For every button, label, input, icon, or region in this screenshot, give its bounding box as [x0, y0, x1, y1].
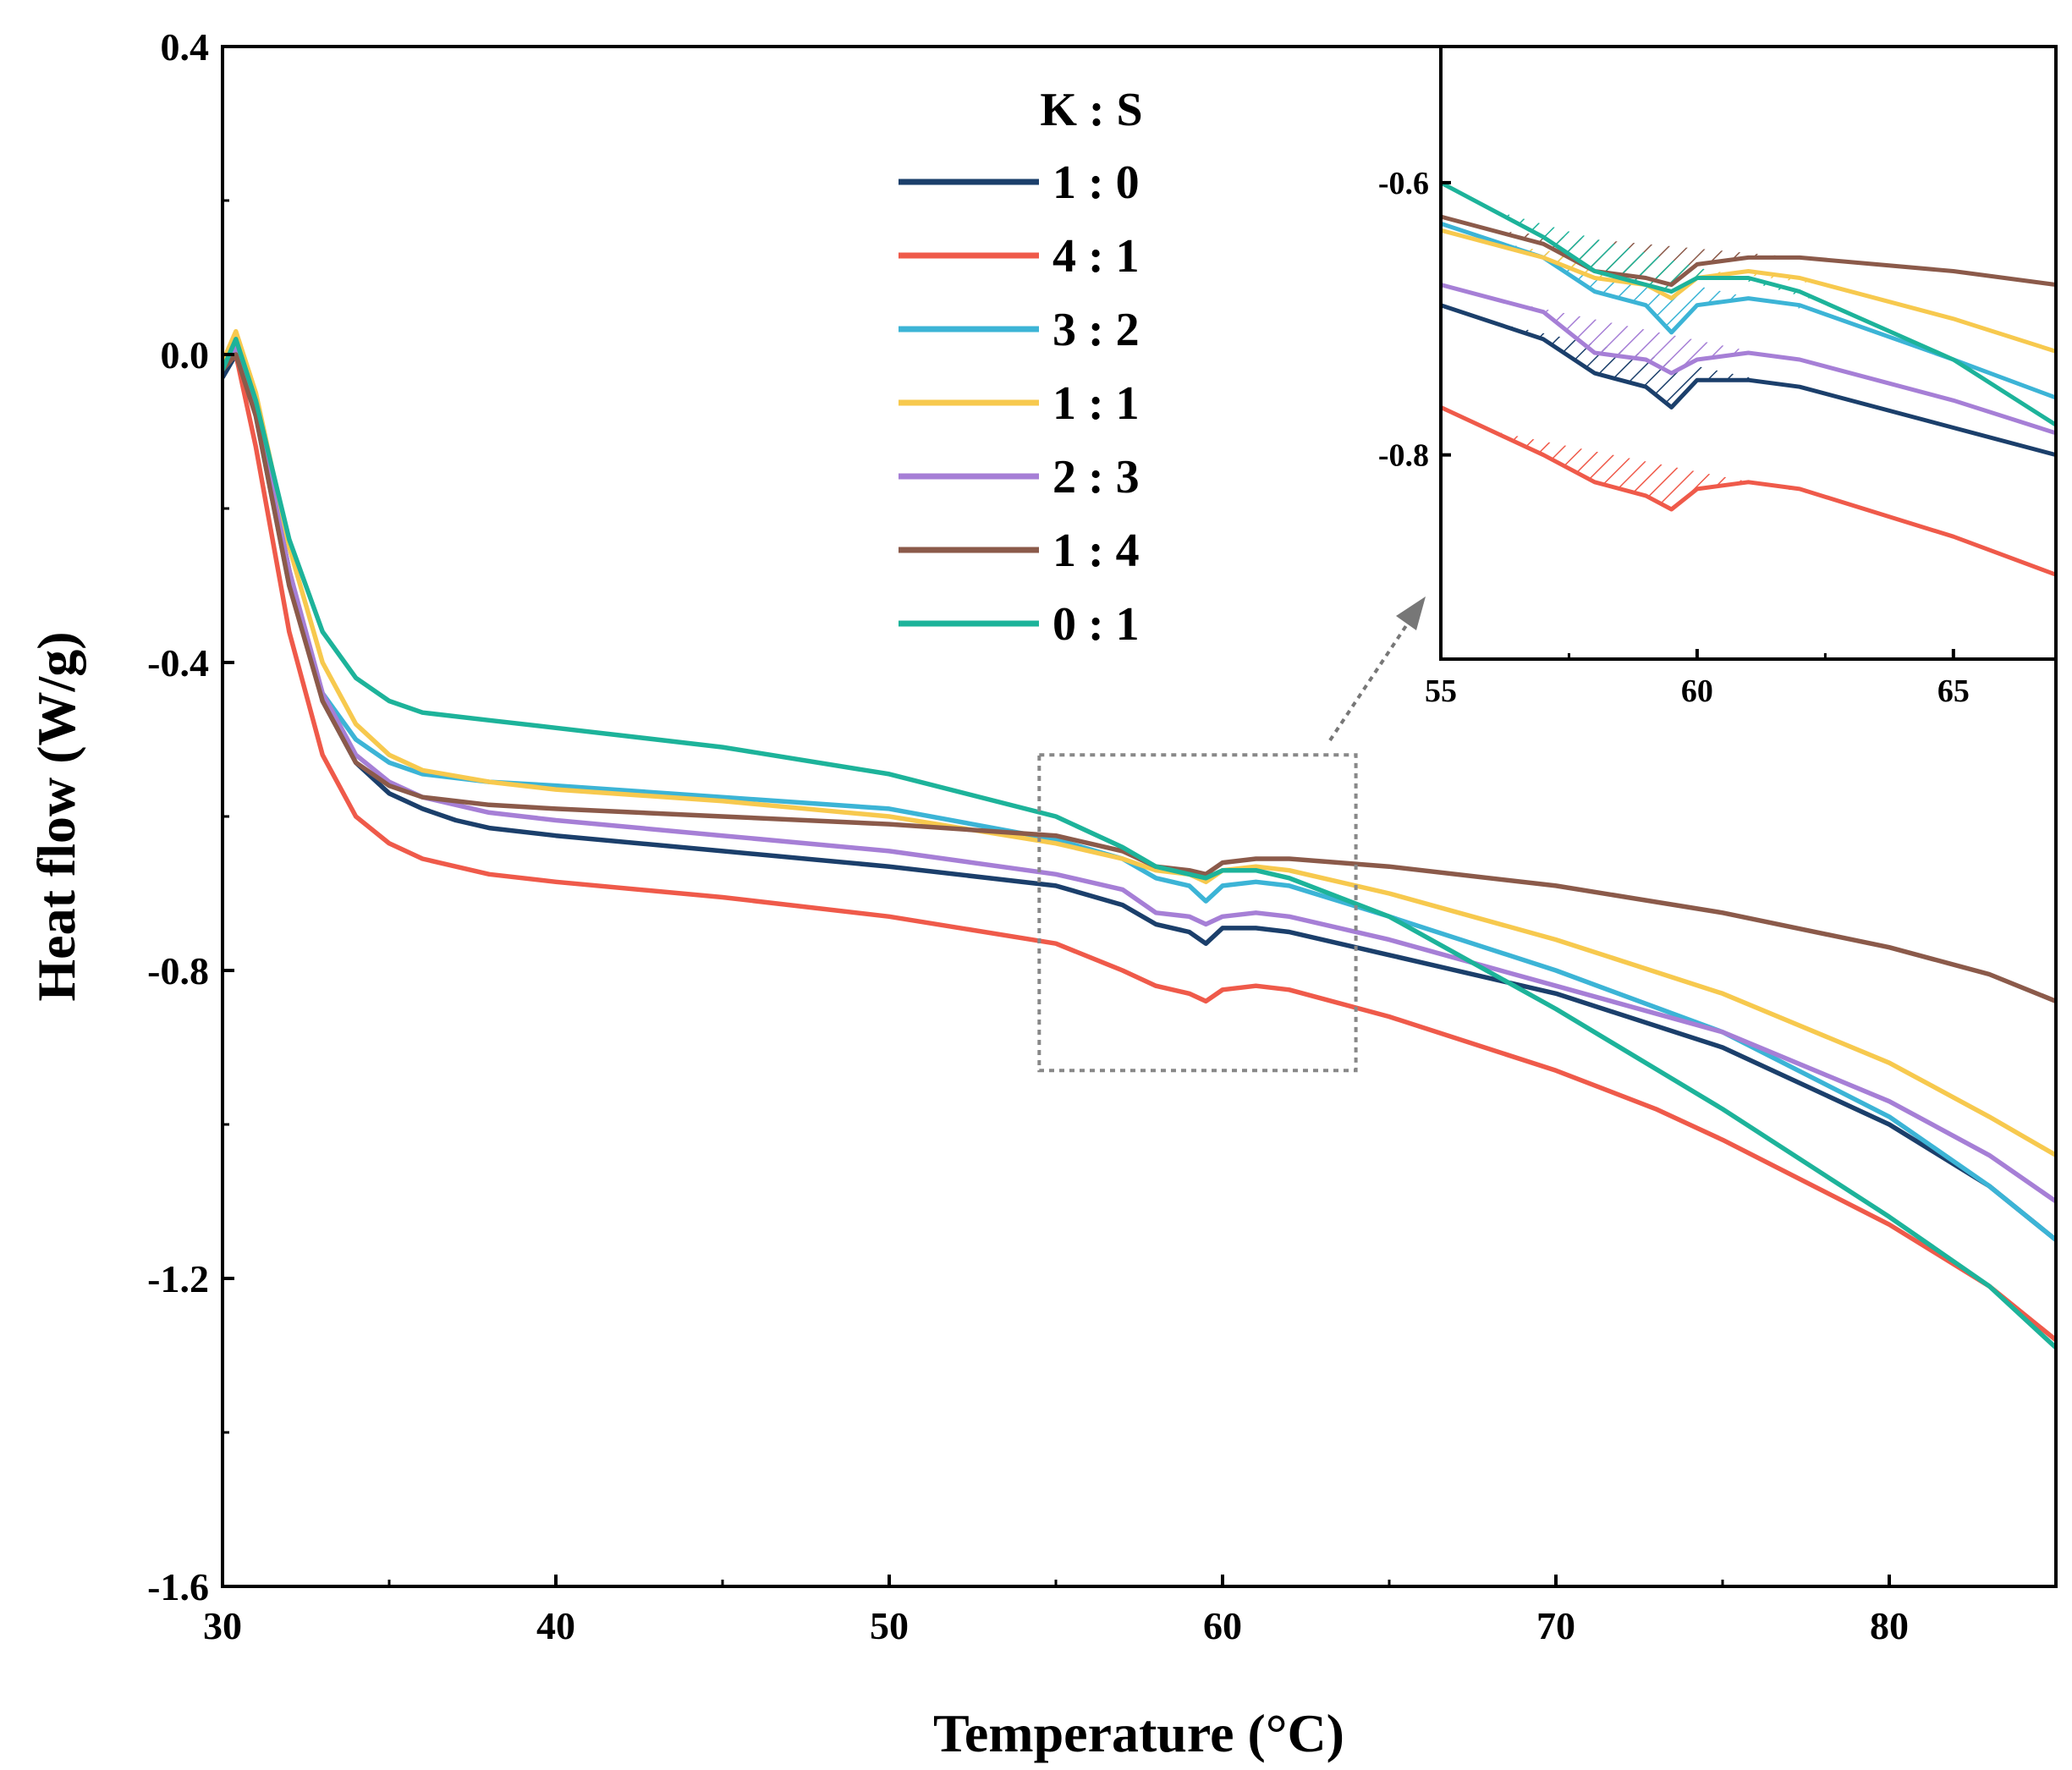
- legend-label-6: 0 : 1: [1052, 598, 1140, 651]
- series-line-3: [223, 328, 2056, 1157]
- legend-label-1: 4 : 1: [1052, 230, 1140, 283]
- inset-series-group: [1441, 180, 2056, 577]
- inset-y-tick-label: -0.6: [1378, 166, 1429, 201]
- inset-series-line-4: [1441, 283, 2056, 436]
- y-tick-label: 0.0: [161, 333, 210, 377]
- inset-x-tick-label: 65: [1937, 673, 1970, 709]
- inset-axis-ticks: 55 60 65 -0.6 -0.8: [1378, 166, 1970, 709]
- x-tick-label: 50: [870, 1604, 909, 1647]
- inset-y-tick-label: -0.8: [1378, 438, 1429, 474]
- inset-series-line-3: [1441, 228, 2056, 355]
- inset-peak-area-4: [1492, 298, 1826, 374]
- series-line-1: [223, 352, 2056, 1342]
- inset-peak-area-1: [1492, 431, 1826, 509]
- legend-label-3: 1 : 1: [1052, 377, 1140, 430]
- x-tick-label: 30: [203, 1604, 242, 1647]
- y-axis-title: Heat flow (W/g): [26, 631, 86, 1001]
- inset-series-line-2: [1441, 221, 2056, 400]
- legend-label-5: 1 : 4: [1052, 525, 1140, 577]
- legend-label-2: 3 : 2: [1052, 304, 1140, 356]
- inset-series-line-1: [1441, 404, 2056, 577]
- y-tick-label: 0.4: [161, 25, 210, 69]
- y-tick-label: -1.6: [147, 1565, 209, 1608]
- main-series-group: [223, 328, 2056, 1349]
- inset-x-tick-label: 60: [1681, 673, 1713, 709]
- x-tick-label: 70: [1536, 1604, 1575, 1647]
- x-tick-label: 60: [1203, 1604, 1242, 1647]
- main-axis-ticks: 30 40 50 60 70 80 0.4 0.0 -0.4 -0.8 -1.2 -1.6: [147, 25, 1909, 1647]
- legend-label-4: 2 : 3: [1052, 451, 1140, 503]
- legend-label-0: 1 : 0: [1052, 157, 1140, 209]
- x-tick-label: 40: [536, 1604, 575, 1647]
- y-tick-label: -0.8: [147, 949, 209, 992]
- inset-plot-frame: [1439, 45, 2058, 661]
- x-axis-title: Temperature (°C): [933, 1703, 1344, 1763]
- zoom-arrow: [1328, 620, 1410, 742]
- series-line-5: [223, 352, 2056, 1003]
- zoom-arrow-head: [1396, 596, 1426, 630]
- legend-title: K : S: [1040, 84, 1142, 136]
- inset-x-tick-label: 55: [1425, 673, 1457, 709]
- y-tick-label: -1.2: [147, 1257, 209, 1300]
- series-line-4: [223, 344, 2056, 1204]
- series-line-6: [223, 337, 2056, 1349]
- y-tick-label: -0.4: [147, 641, 209, 684]
- inset-series-line-6: [1441, 180, 2056, 428]
- inset-series-line-5: [1441, 214, 2056, 288]
- legend: K : S 1 : 0 4 : 1 3 : 2 1 : 1 2 : 3 1 : 4 0 : …: [899, 84, 1143, 651]
- x-tick-label: 80: [1870, 1604, 1909, 1647]
- zoom-region-box: [1037, 753, 1358, 1073]
